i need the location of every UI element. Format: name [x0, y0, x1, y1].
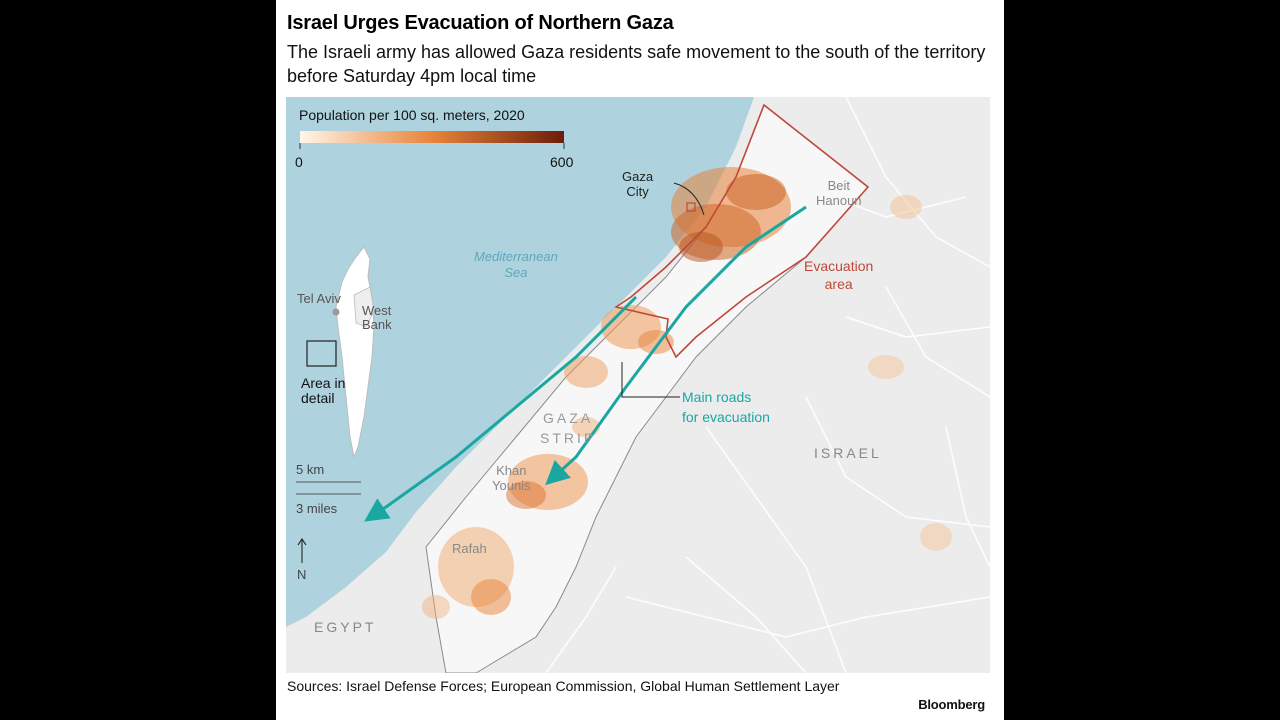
north-label: N: [297, 567, 307, 582]
west-bank-label: West Bank: [362, 303, 392, 332]
area-in-detail-label: Area in detail: [301, 375, 346, 406]
israel-label: ISRAEL: [814, 445, 882, 461]
north-arrow: [297, 537, 307, 563]
israel-inset: [306, 246, 375, 459]
sources-note: Sources: Israel Defense Forces; European…: [287, 678, 840, 694]
brand-logo: Bloomberg: [918, 697, 985, 712]
legend-max-label: 600: [550, 154, 574, 170]
chart-title: Israel Urges Evacuation of Northern Gaza: [287, 12, 674, 34]
salah-al-din-route: [545, 205, 807, 486]
main-roads-label: Main roads for evacuation: [682, 389, 770, 425]
legend-min-label: 0: [295, 154, 303, 170]
gaza-city-marker: [686, 202, 696, 212]
khan-younis-label: Khan Younis: [492, 463, 531, 493]
tel-aviv-label: Tel Aviv: [297, 291, 341, 306]
legend-title: Population per 100 sq. meters, 2020: [299, 107, 525, 123]
beit-hanoun-label: Beit Hanoun: [816, 178, 862, 208]
egypt-label: EGYPT: [314, 619, 377, 635]
legend-gradient: [300, 131, 564, 143]
scale-bar: [296, 481, 361, 495]
evacuation-area-label: Evacuation area: [804, 258, 874, 292]
chart-card: Israel Urges Evacuation of Northern Gaza…: [276, 0, 1004, 720]
coastal-route: [364, 295, 638, 522]
main-roads-leader: [621, 362, 680, 398]
scale-km-label: 5 km: [296, 462, 325, 477]
evacuation-area-outline: [614, 103, 870, 359]
tel-aviv-dot: [332, 308, 340, 316]
gaza-city-label: Gaza City: [622, 169, 654, 199]
inset-detail-box: [306, 340, 337, 367]
map-area: Population per 100 sq. meters, 2020 0 60…: [286, 97, 990, 673]
rafah-label: Rafah: [452, 541, 487, 556]
chart-subtitle: The Israeli army has allowed Gaza reside…: [287, 42, 986, 86]
sea-label: Mediterranean Sea: [474, 249, 558, 280]
gaza-city-leader: [673, 182, 705, 216]
scale-miles-label: 3 miles: [296, 501, 338, 516]
gaza-strip-label: GAZA STRIP: [540, 410, 597, 446]
evacuation-routes: [364, 205, 807, 522]
